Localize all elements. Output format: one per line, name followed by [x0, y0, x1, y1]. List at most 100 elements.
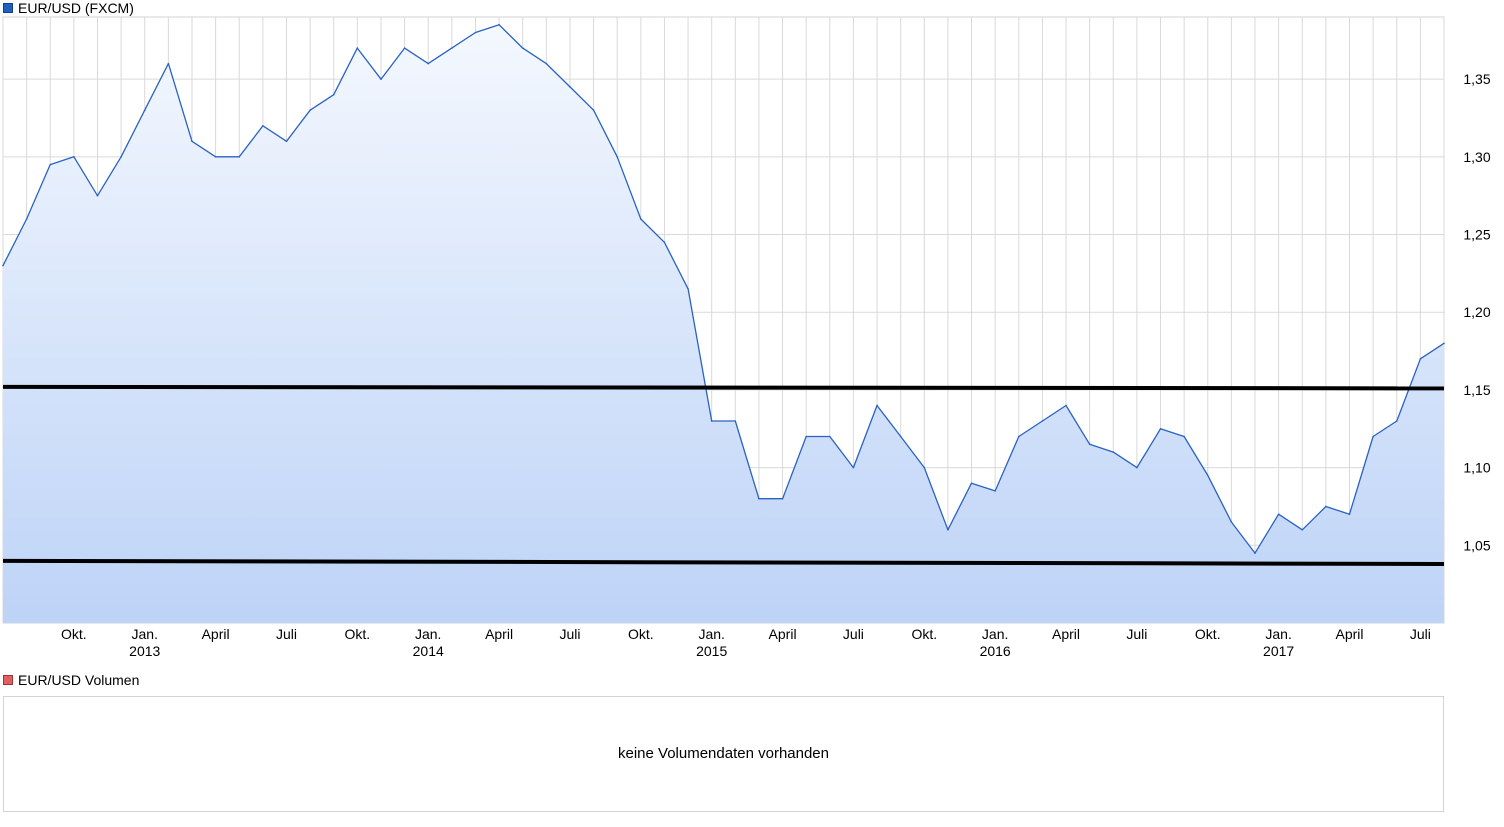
price-legend-swatch	[3, 3, 13, 13]
price-point	[710, 420, 713, 422]
y-tick-label: 1,20	[1463, 304, 1490, 320]
x-tick-label: April	[202, 626, 230, 642]
x-year-label: 2013	[129, 643, 160, 659]
price-point	[1112, 451, 1115, 453]
price-point	[380, 78, 382, 80]
price-point	[899, 435, 902, 438]
price-point	[640, 218, 642, 220]
x-year-label: 2017	[1263, 643, 1294, 659]
price-point	[403, 47, 406, 49]
price-point	[1372, 435, 1374, 438]
price-point	[285, 140, 288, 143]
price-point	[120, 156, 122, 158]
support-line	[2, 558, 1445, 566]
price-point	[758, 497, 760, 500]
price-point	[1395, 420, 1398, 422]
price-point	[2, 264, 4, 267]
volume-legend: EUR/USD Volumen	[3, 672, 139, 688]
price-point	[1325, 505, 1327, 508]
x-tick-label: Jan.	[1265, 626, 1291, 642]
price-legend-label: EUR/USD (FXCM)	[18, 0, 134, 16]
price-legend: EUR/USD (FXCM)	[3, 0, 134, 16]
price-point	[238, 156, 241, 158]
price-point	[1348, 513, 1351, 516]
x-tick-label: Juli	[559, 626, 580, 642]
price-point	[592, 109, 595, 112]
price-point	[781, 497, 784, 500]
price-point	[1183, 435, 1185, 438]
y-tick-label: 1,25	[1463, 227, 1490, 243]
y-tick-label: 1,35	[1463, 71, 1490, 87]
price-point	[521, 47, 524, 49]
price-point	[1017, 435, 1020, 438]
price-point	[332, 93, 335, 96]
price-point	[49, 163, 52, 166]
price-area	[3, 24, 1444, 624]
x-tick-label: Juli	[1126, 626, 1147, 642]
price-point	[474, 31, 477, 34]
price-point	[96, 194, 99, 197]
x-tick-label: April	[485, 626, 513, 642]
y-tick-label: 1,10	[1463, 460, 1490, 476]
price-point	[1159, 427, 1162, 430]
price-point	[1206, 474, 1209, 477]
price-point	[947, 528, 949, 531]
price-point	[876, 404, 878, 407]
price-point	[262, 124, 264, 127]
price-line	[2, 24, 1445, 554]
x-tick-label: Jan.	[132, 626, 158, 642]
price-point	[1136, 466, 1138, 469]
price-point	[852, 466, 855, 469]
price-point	[143, 109, 146, 112]
x-tick-label: Okt.	[61, 626, 87, 642]
volume-legend-swatch	[3, 675, 13, 685]
y-tick-label: 1,15	[1463, 382, 1490, 398]
volume-panel: keine Volumendaten vorhanden	[3, 696, 1444, 812]
price-point	[167, 62, 170, 65]
price-point	[1301, 528, 1304, 531]
price-point	[451, 47, 453, 49]
price-point	[498, 23, 500, 26]
price-point	[545, 62, 548, 65]
x-tick-label: Jan.	[415, 626, 441, 642]
price-point	[214, 156, 217, 158]
price-point	[25, 218, 28, 220]
volume-legend-label: EUR/USD Volumen	[18, 672, 140, 688]
price-point	[1443, 342, 1445, 345]
no-volume-message: keine Volumendaten vorhanden	[618, 745, 829, 762]
x-tick-label: Juli	[843, 626, 864, 642]
x-tick-label: April	[1336, 626, 1364, 642]
resistance-line	[2, 384, 1445, 391]
price-point	[923, 466, 926, 469]
x-tick-label: Juli	[276, 626, 297, 642]
x-tick-label: Jan.	[698, 626, 724, 642]
x-tick-label: Jan.	[982, 626, 1008, 642]
price-point	[734, 420, 737, 422]
x-year-label: 2014	[413, 643, 444, 659]
price-point	[1230, 521, 1233, 523]
price-point	[1254, 552, 1256, 554]
price-point	[1419, 358, 1422, 360]
price-point	[427, 62, 430, 65]
price-point	[356, 47, 359, 49]
price-point	[1041, 420, 1044, 422]
price-point	[687, 288, 689, 290]
x-tick-label: Juli	[1410, 626, 1431, 642]
price-point	[1065, 404, 1067, 407]
x-year-label: 2015	[696, 643, 727, 659]
y-tick-label: 1,05	[1463, 537, 1490, 553]
price-point	[1088, 443, 1091, 446]
price-point	[616, 156, 618, 158]
x-year-label: 2016	[980, 643, 1011, 659]
price-point	[663, 241, 666, 244]
price-point	[994, 490, 996, 492]
price-point	[191, 140, 193, 143]
y-tick-label: 1,30	[1463, 149, 1490, 165]
price-point	[829, 435, 831, 438]
price-point	[1277, 513, 1280, 516]
price-point	[970, 482, 973, 484]
price-point	[569, 86, 571, 88]
price-point	[805, 435, 807, 438]
price-point	[73, 156, 75, 158]
x-tick-label: Okt.	[911, 626, 937, 642]
